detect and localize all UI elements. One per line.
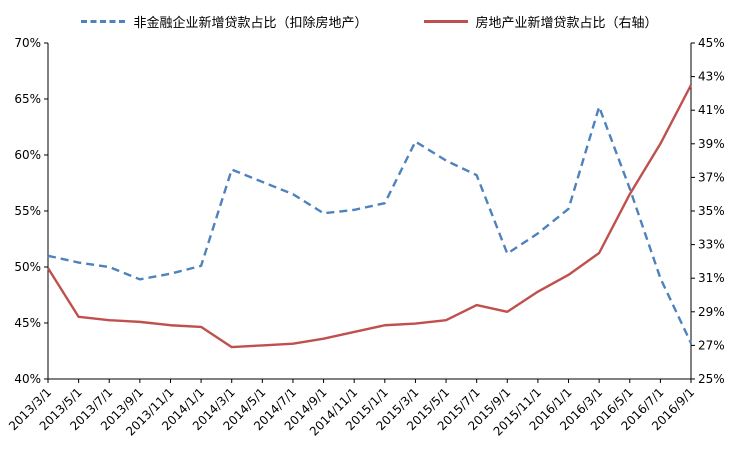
svg-text:43%: 43%: [698, 70, 725, 84]
svg-text:29%: 29%: [698, 305, 725, 319]
svg-text:45%: 45%: [698, 36, 725, 50]
svg-text:39%: 39%: [698, 137, 725, 151]
svg-text:55%: 55%: [14, 204, 41, 218]
chart-legend: 非金融企业新增贷款占比（扣除房地产） 房地产业新增贷款占比（右轴）: [0, 0, 739, 33]
svg-text:40%: 40%: [14, 372, 41, 386]
legend-item-realestate: 房地产业新增贷款占比（右轴）: [423, 12, 658, 31]
svg-text:33%: 33%: [698, 238, 725, 252]
svg-text:27%: 27%: [698, 338, 725, 352]
svg-text:31%: 31%: [698, 271, 725, 285]
legend-label-realestate: 房地产业新增贷款占比（右轴）: [475, 16, 658, 31]
svg-text:65%: 65%: [14, 92, 41, 106]
svg-text:60%: 60%: [14, 148, 41, 162]
svg-text:41%: 41%: [698, 103, 725, 117]
svg-text:35%: 35%: [698, 204, 725, 218]
svg-text:70%: 70%: [14, 36, 41, 50]
svg-text:50%: 50%: [14, 260, 41, 274]
legend-label-nonfinancial: 非金融企业新增贷款占比（扣除房地产）: [133, 16, 368, 31]
dashed-line-swatch-icon: [81, 20, 126, 23]
solid-line-swatch-icon: [423, 20, 468, 23]
svg-text:25%: 25%: [698, 372, 725, 386]
dual-axis-line-chart: 40% 45% 50% 55% 60% 65% 70% 25% 27% 29% 31% 33% 35% 3…: [6, 36, 725, 439]
svg-text:45%: 45%: [14, 316, 41, 330]
svg-text:37%: 37%: [698, 170, 725, 184]
legend-item-nonfinancial: 非金融企业新增贷款占比（扣除房地产）: [81, 12, 368, 31]
